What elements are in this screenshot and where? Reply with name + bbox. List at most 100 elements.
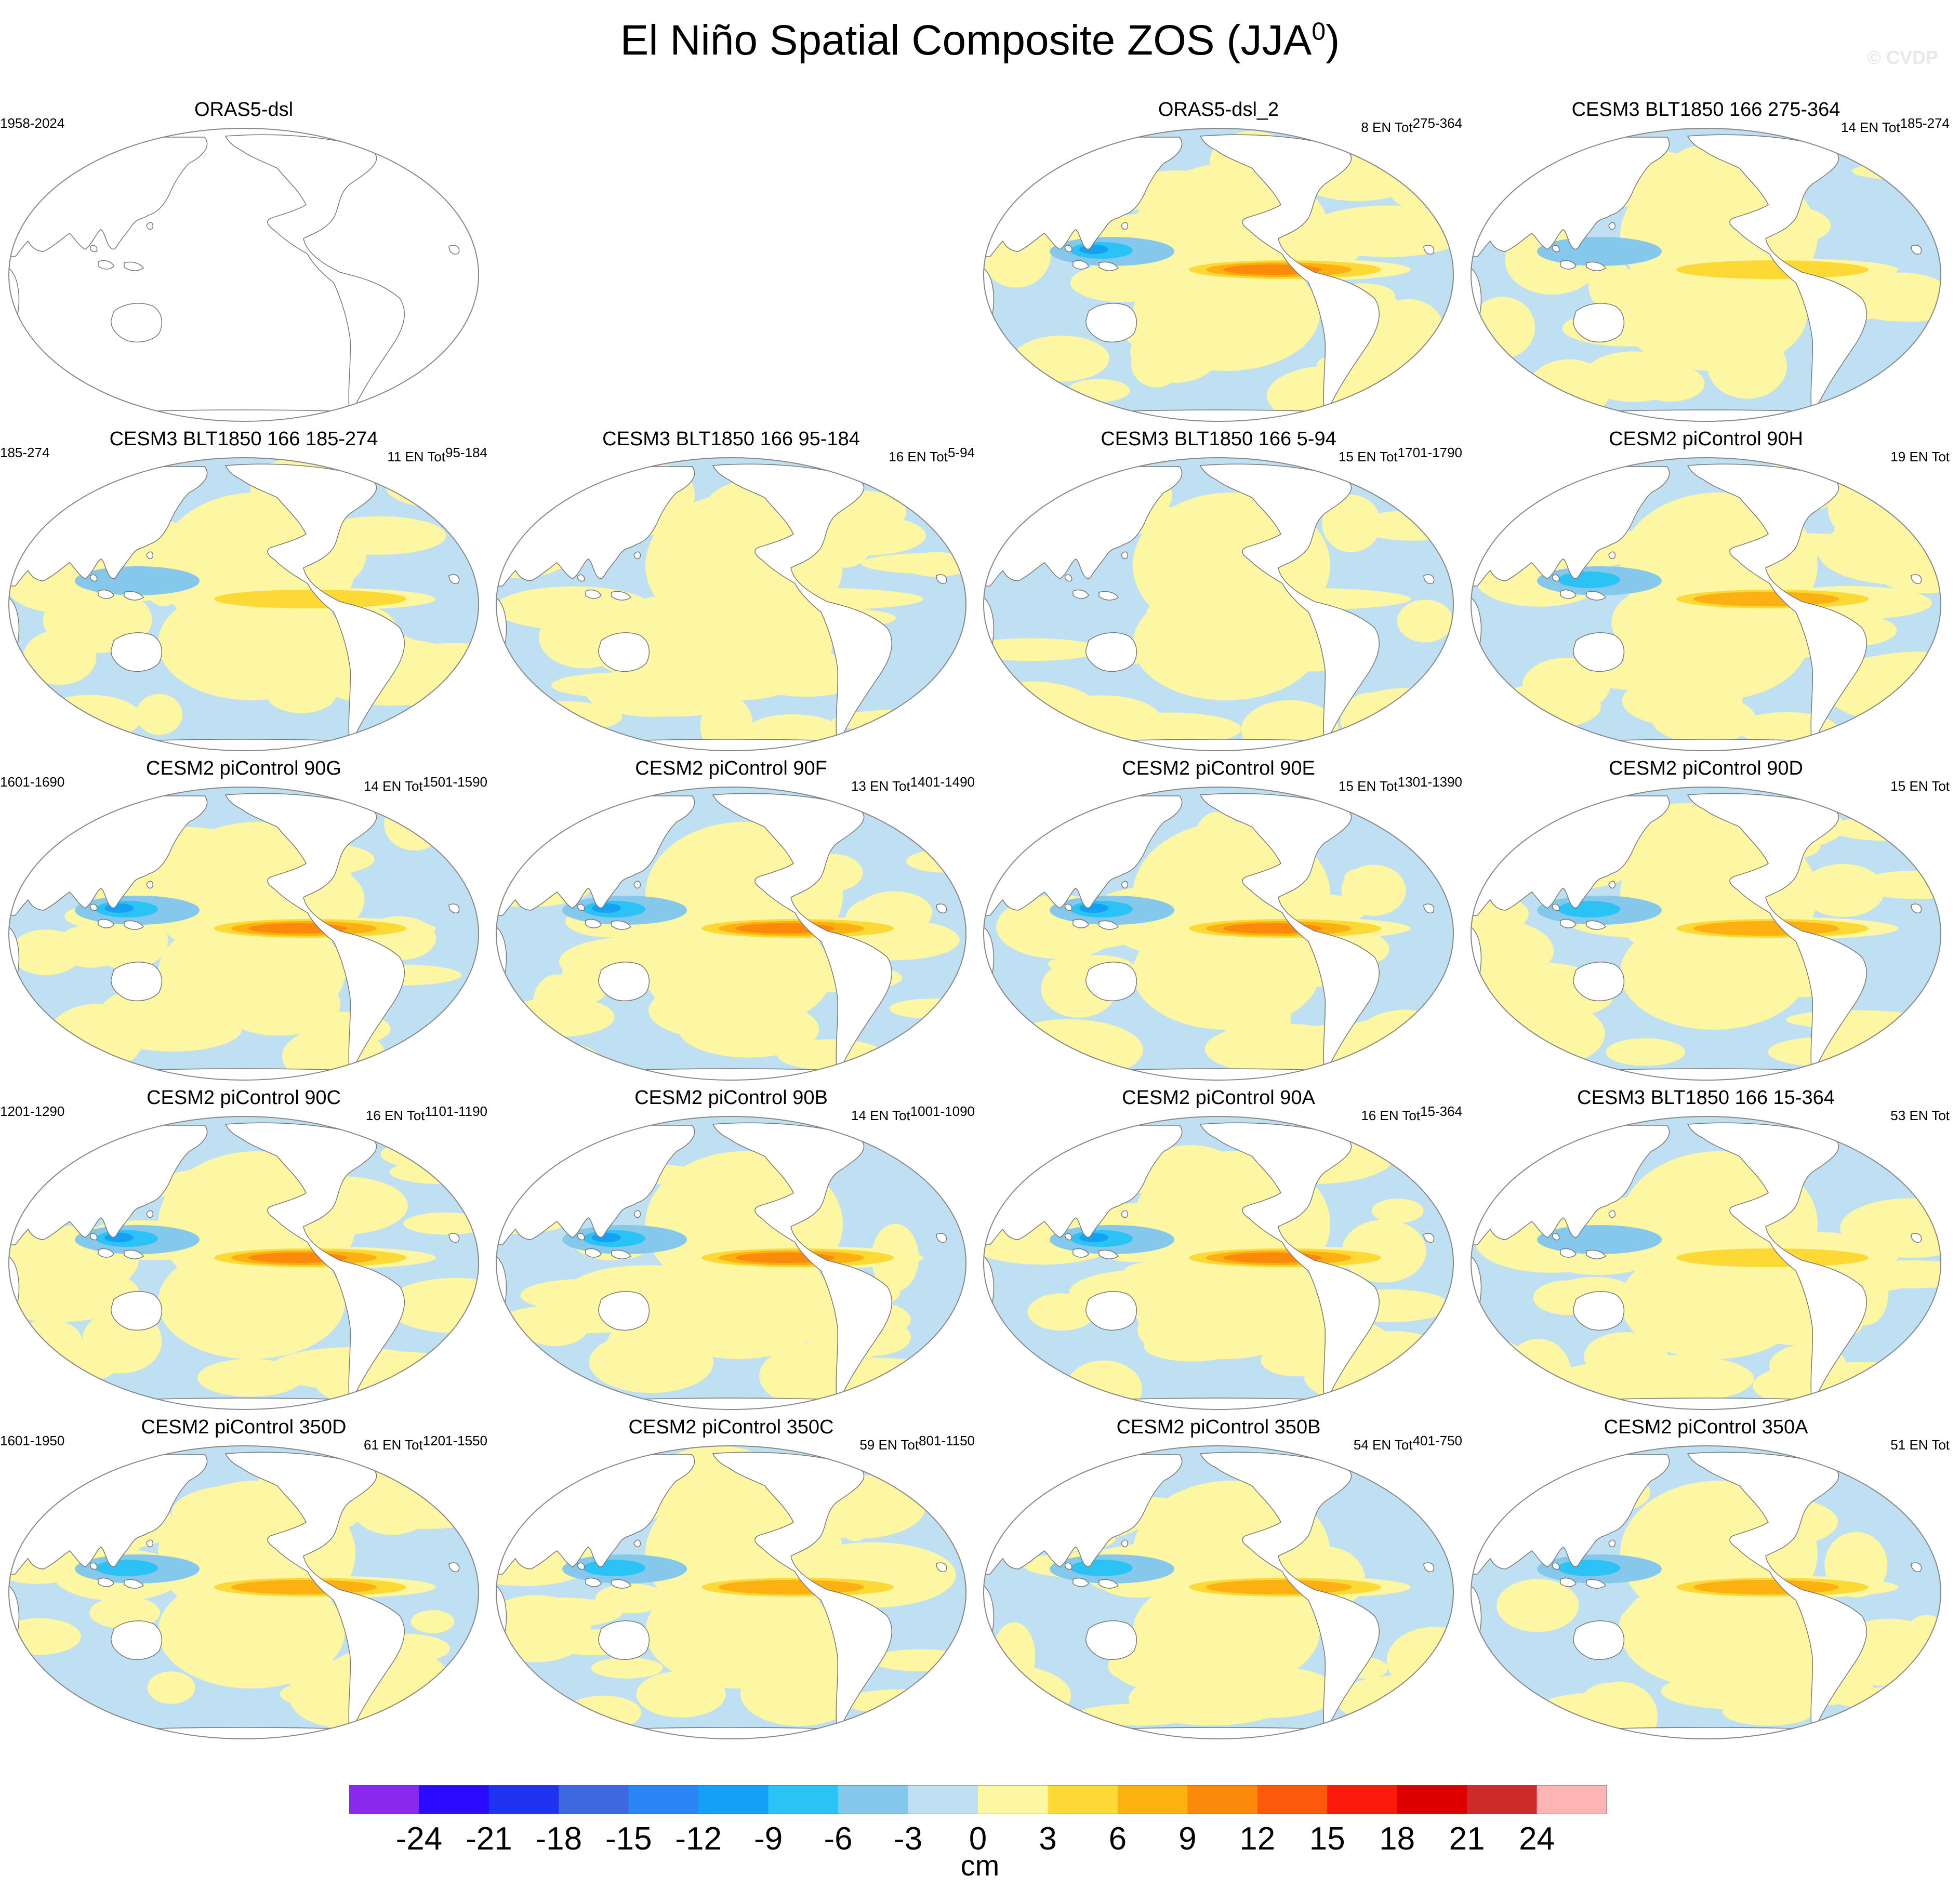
australia-land <box>1085 962 1137 1002</box>
panel-map <box>8 128 479 422</box>
panel-map <box>983 457 1454 751</box>
colorbar-tick-label: 18 <box>1379 1821 1415 1857</box>
positive-patch <box>1371 1199 1424 1223</box>
next-panel-period: 1301-1390 <box>1397 774 1462 790</box>
colorbar-swatch <box>1537 1785 1607 1814</box>
panel-title: CESM2 piControl 350D <box>141 1416 347 1438</box>
panel-event-count: 54 EN Tot401-750 <box>1353 1434 1462 1453</box>
island-land <box>585 589 602 599</box>
island-land <box>146 551 154 560</box>
australia-land <box>111 303 163 343</box>
australia-land <box>1085 303 1137 343</box>
map-field <box>9 134 460 421</box>
event-count-text: 14 EN Tot <box>851 1108 910 1123</box>
positive-patch <box>1489 684 1601 729</box>
colorbar-swatch <box>1397 1785 1467 1814</box>
west-pacific-negative-core <box>1558 901 1620 917</box>
event-count-text: 11 EN Tot <box>387 449 446 464</box>
panel-map <box>8 457 479 751</box>
island-land <box>1552 1562 1560 1570</box>
equatorial-positive-band <box>1676 260 1869 279</box>
panel-map <box>1471 1445 1941 1739</box>
greenland-land <box>401 464 454 494</box>
greenland-land <box>1376 464 1428 494</box>
positive-patch <box>501 1597 623 1628</box>
colorbar-tick-label: -24 <box>395 1821 443 1857</box>
south-pacific-positive-region <box>1620 586 1807 700</box>
island-land <box>1121 551 1129 560</box>
island-land <box>577 1562 585 1570</box>
island-land <box>1911 245 1922 255</box>
south-pacific-positive-region <box>1620 915 1807 1030</box>
equatorial-positive-band <box>719 1580 864 1594</box>
island-land <box>936 903 947 913</box>
next-panel-period: 1701-1790 <box>1397 445 1462 460</box>
map-panel: CESM3 BLT1850 166 185-274 185-274 11 EN To… <box>0 427 487 756</box>
americas-land <box>224 134 405 411</box>
globe-outline <box>983 457 1454 751</box>
south-pacific-positive-region <box>645 1574 832 1688</box>
australia-land <box>1573 632 1625 672</box>
positive-patch <box>1856 870 1941 899</box>
greenland-land <box>401 794 454 823</box>
south-pacific-positive-region <box>1620 257 1807 371</box>
colorbar-tick-label: -9 <box>754 1821 783 1857</box>
americas-land <box>712 463 892 740</box>
island-land <box>633 881 641 889</box>
positive-patch <box>595 1584 667 1614</box>
americas-land <box>1199 134 1380 411</box>
map-panel: CESM2 piControl 350B 54 EN Tot401-750 <box>975 1415 1462 1745</box>
island-land <box>124 1579 144 1589</box>
panel-title: CESM3 BLT1850 166 185-274 <box>109 428 378 450</box>
equatorial-positive-band <box>684 588 923 610</box>
panel-event-count: 15 EN Tot <box>1890 778 1950 794</box>
island-land <box>89 1233 98 1241</box>
colorbar-swatch <box>1327 1785 1398 1814</box>
positive-patch <box>1013 335 1109 382</box>
south-pacific-positive-region <box>1133 915 1320 1030</box>
island-land <box>146 881 154 889</box>
panel-event-count: 19 EN Tot <box>1890 449 1950 464</box>
island-land <box>98 919 114 928</box>
equatorial-positive-band <box>231 1580 377 1594</box>
equatorial-positive-band <box>1172 588 1411 610</box>
globe-outline <box>8 1116 479 1410</box>
map-field <box>496 1446 966 1739</box>
island-land <box>633 551 641 560</box>
island-land <box>89 245 98 252</box>
title-close: ) <box>1326 17 1340 64</box>
event-count-text: 8 EN Tot <box>1361 119 1413 135</box>
event-count-text: 14 EN Tot <box>1840 119 1900 135</box>
island-land <box>1072 919 1089 928</box>
island-land <box>124 261 144 271</box>
greenland-land <box>889 794 941 823</box>
americas-land <box>1687 1122 1867 1399</box>
australia-land <box>1573 303 1625 343</box>
colorbar-tick-label: 3 <box>1039 1821 1057 1857</box>
event-count-text: 54 EN Tot <box>1353 1437 1413 1453</box>
island-land <box>1560 260 1577 270</box>
west-pacific-negative-core <box>1070 1560 1133 1576</box>
island-land <box>98 1248 114 1258</box>
positive-patch <box>1606 1038 1685 1066</box>
island-land <box>611 1579 632 1589</box>
panel-event-count: 16 EN Tot15-364 <box>1361 1105 1462 1123</box>
globe-outline <box>983 1116 1454 1410</box>
map-panel: CESM2 piControl 90C 1201-1290 16 EN Tot110… <box>0 1086 487 1415</box>
positive-patch <box>16 1319 82 1362</box>
figure-title: El Niño Spatial Composite ZOS (JJA0) <box>0 15 1960 66</box>
americas-land <box>1199 793 1380 1070</box>
island-land <box>1586 261 1607 271</box>
panel-title: CESM2 piControl 90B <box>634 1087 828 1109</box>
map-field <box>1471 128 1941 421</box>
colorbar-tick-label: 9 <box>1178 1821 1197 1857</box>
south-pacific-positive-region <box>645 1245 832 1359</box>
positive-patch <box>1471 962 1602 1008</box>
americas-land <box>224 1452 405 1728</box>
colorbar-swatch <box>1187 1785 1258 1814</box>
panel-period-label: 1201-1290 <box>0 1103 65 1119</box>
panel-title: CESM3 BLT1850 166 15-364 <box>1577 1087 1835 1109</box>
panel-period-label: 185-274 <box>0 445 50 460</box>
island-land <box>448 245 460 255</box>
island-land <box>1098 591 1119 601</box>
